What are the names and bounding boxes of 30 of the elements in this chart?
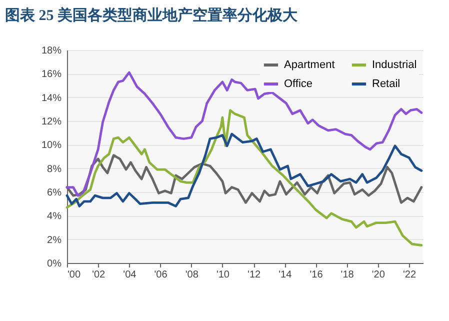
x-tick-label: '02 — [92, 270, 106, 280]
y-tick-label: 8% — [47, 164, 62, 175]
x-tick-label: '04 — [123, 270, 137, 280]
x-tick-label: '16 — [310, 270, 324, 280]
line-series — [66, 109, 423, 246]
legend-label: Industrial — [372, 59, 417, 71]
legend-label: Office — [284, 78, 313, 90]
x-tick-label: '06 — [154, 270, 168, 280]
y-tick-label: 18% — [41, 46, 62, 56]
x-tick-label: '14 — [278, 270, 292, 280]
y-tick-label: 4% — [47, 211, 62, 222]
y-tick-label: 16% — [41, 69, 62, 80]
y-tick-label: 2% — [47, 234, 62, 246]
x-tick-label: '00 — [68, 270, 81, 280]
y-tick-label: 0% — [47, 258, 62, 270]
y-tick-label: 12% — [41, 116, 62, 128]
line-series — [66, 132, 423, 208]
legend-label: Apartment — [284, 59, 335, 71]
chart-title: 图表 25 美国各类型商业地产空置率分化极大 — [4, 6, 298, 24]
x-tick-label: '08 — [185, 270, 199, 280]
x-tick-label: '10 — [216, 270, 230, 280]
y-tick-label: 10% — [41, 140, 62, 152]
x-tick-label: '12 — [248, 270, 261, 280]
y-tick-label: 6% — [47, 188, 62, 198]
x-tick-label: '18 — [340, 270, 354, 280]
x-tick-label: '22 — [402, 270, 416, 280]
x-tick-label: '20 — [372, 270, 386, 280]
line-series — [66, 71, 423, 197]
y-tick-label: 14% — [41, 92, 62, 104]
legend-label: Retail — [372, 78, 400, 90]
